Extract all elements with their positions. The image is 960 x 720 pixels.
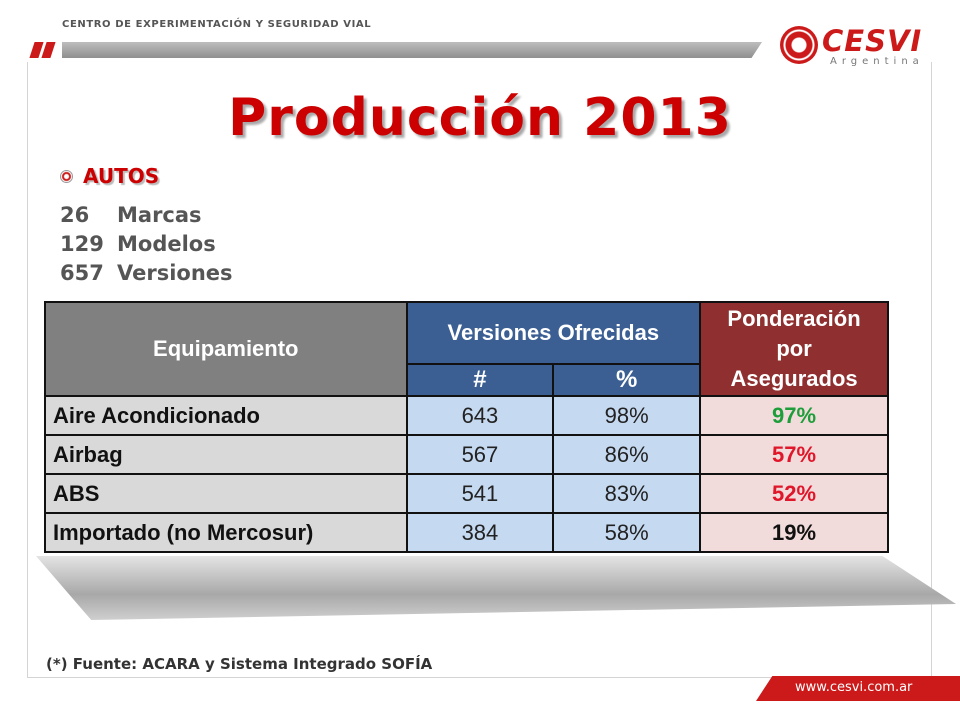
header-versiones-ofrecidas: Versiones Ofrecidas bbox=[405, 301, 702, 365]
equipment-table: Equipamiento Versiones Ofrecidas Pondera… bbox=[44, 301, 889, 553]
row-percent: 86% bbox=[552, 434, 702, 475]
cesvi-logo: CESVI Argentina bbox=[780, 22, 930, 68]
row-ponderacion: 97% bbox=[699, 395, 889, 436]
org-name: CENTRO DE EXPERIMENTACIÓN Y SEGURIDAD VI… bbox=[62, 19, 372, 30]
stats-list: 26 Marcas 129 Modelos 657 Versiones bbox=[60, 201, 233, 288]
source-note: (*) Fuente: ACARA y Sistema Integrado SO… bbox=[46, 655, 433, 673]
row-label: Airbag bbox=[44, 434, 408, 475]
row-count: 567 bbox=[405, 434, 555, 475]
page-title: Producción 2013 bbox=[228, 88, 732, 148]
header-ponderacion-line: Ponderación bbox=[727, 306, 861, 331]
header-ponderacion: Ponderación por Asegurados bbox=[699, 301, 889, 397]
table-shadow bbox=[36, 556, 956, 620]
section-label: AUTOS bbox=[83, 164, 160, 188]
subheader-count: # bbox=[405, 363, 555, 397]
stat-value: 129 bbox=[60, 232, 104, 256]
stat-label: Marcas bbox=[117, 203, 202, 227]
cesvi-logo-icon bbox=[780, 26, 818, 64]
table-row: Airbag 567 86% 57% bbox=[44, 434, 889, 475]
header-ponderacion-line: por bbox=[776, 336, 812, 361]
stat-label: Versiones bbox=[117, 261, 233, 285]
row-percent: 98% bbox=[552, 395, 702, 436]
stat-label: Modelos bbox=[117, 232, 216, 256]
header-ponderacion-line: Asegurados bbox=[730, 366, 858, 391]
table-row: ABS 541 83% 52% bbox=[44, 473, 889, 514]
bullet-icon bbox=[60, 170, 73, 183]
footer-url[interactable]: www.cesvi.com.ar bbox=[795, 680, 913, 695]
row-count: 541 bbox=[405, 473, 555, 514]
table-row: Aire Acondicionado 643 98% 97% bbox=[44, 395, 889, 436]
row-count: 384 bbox=[405, 512, 555, 553]
row-percent: 83% bbox=[552, 473, 702, 514]
row-label: Aire Acondicionado bbox=[44, 395, 408, 436]
header-bar bbox=[62, 42, 762, 58]
stat-row: 657 Versiones bbox=[60, 259, 233, 288]
frame-border bbox=[27, 677, 932, 678]
table-row: Importado (no Mercosur) 384 58% 19% bbox=[44, 512, 889, 553]
row-ponderacion: 19% bbox=[699, 512, 889, 553]
stat-row: 129 Modelos bbox=[60, 230, 233, 259]
row-ponderacion: 52% bbox=[699, 473, 889, 514]
frame-border bbox=[27, 62, 28, 678]
frame-border bbox=[931, 62, 932, 678]
row-label: Importado (no Mercosur) bbox=[44, 512, 408, 553]
stat-value: 26 bbox=[60, 203, 90, 227]
row-ponderacion: 57% bbox=[699, 434, 889, 475]
logo-subtitle: Argentina bbox=[830, 56, 924, 67]
header-equipamiento: Equipamiento bbox=[44, 301, 408, 397]
subheader-percent: % bbox=[552, 363, 702, 397]
stat-value: 657 bbox=[60, 261, 104, 285]
row-count: 643 bbox=[405, 395, 555, 436]
red-slash-mark bbox=[41, 42, 56, 58]
stat-row: 26 Marcas bbox=[60, 201, 233, 230]
row-label: ABS bbox=[44, 473, 408, 514]
footer-url-tab bbox=[756, 676, 960, 701]
row-percent: 58% bbox=[552, 512, 702, 553]
logo-word: CESVI bbox=[822, 24, 923, 58]
